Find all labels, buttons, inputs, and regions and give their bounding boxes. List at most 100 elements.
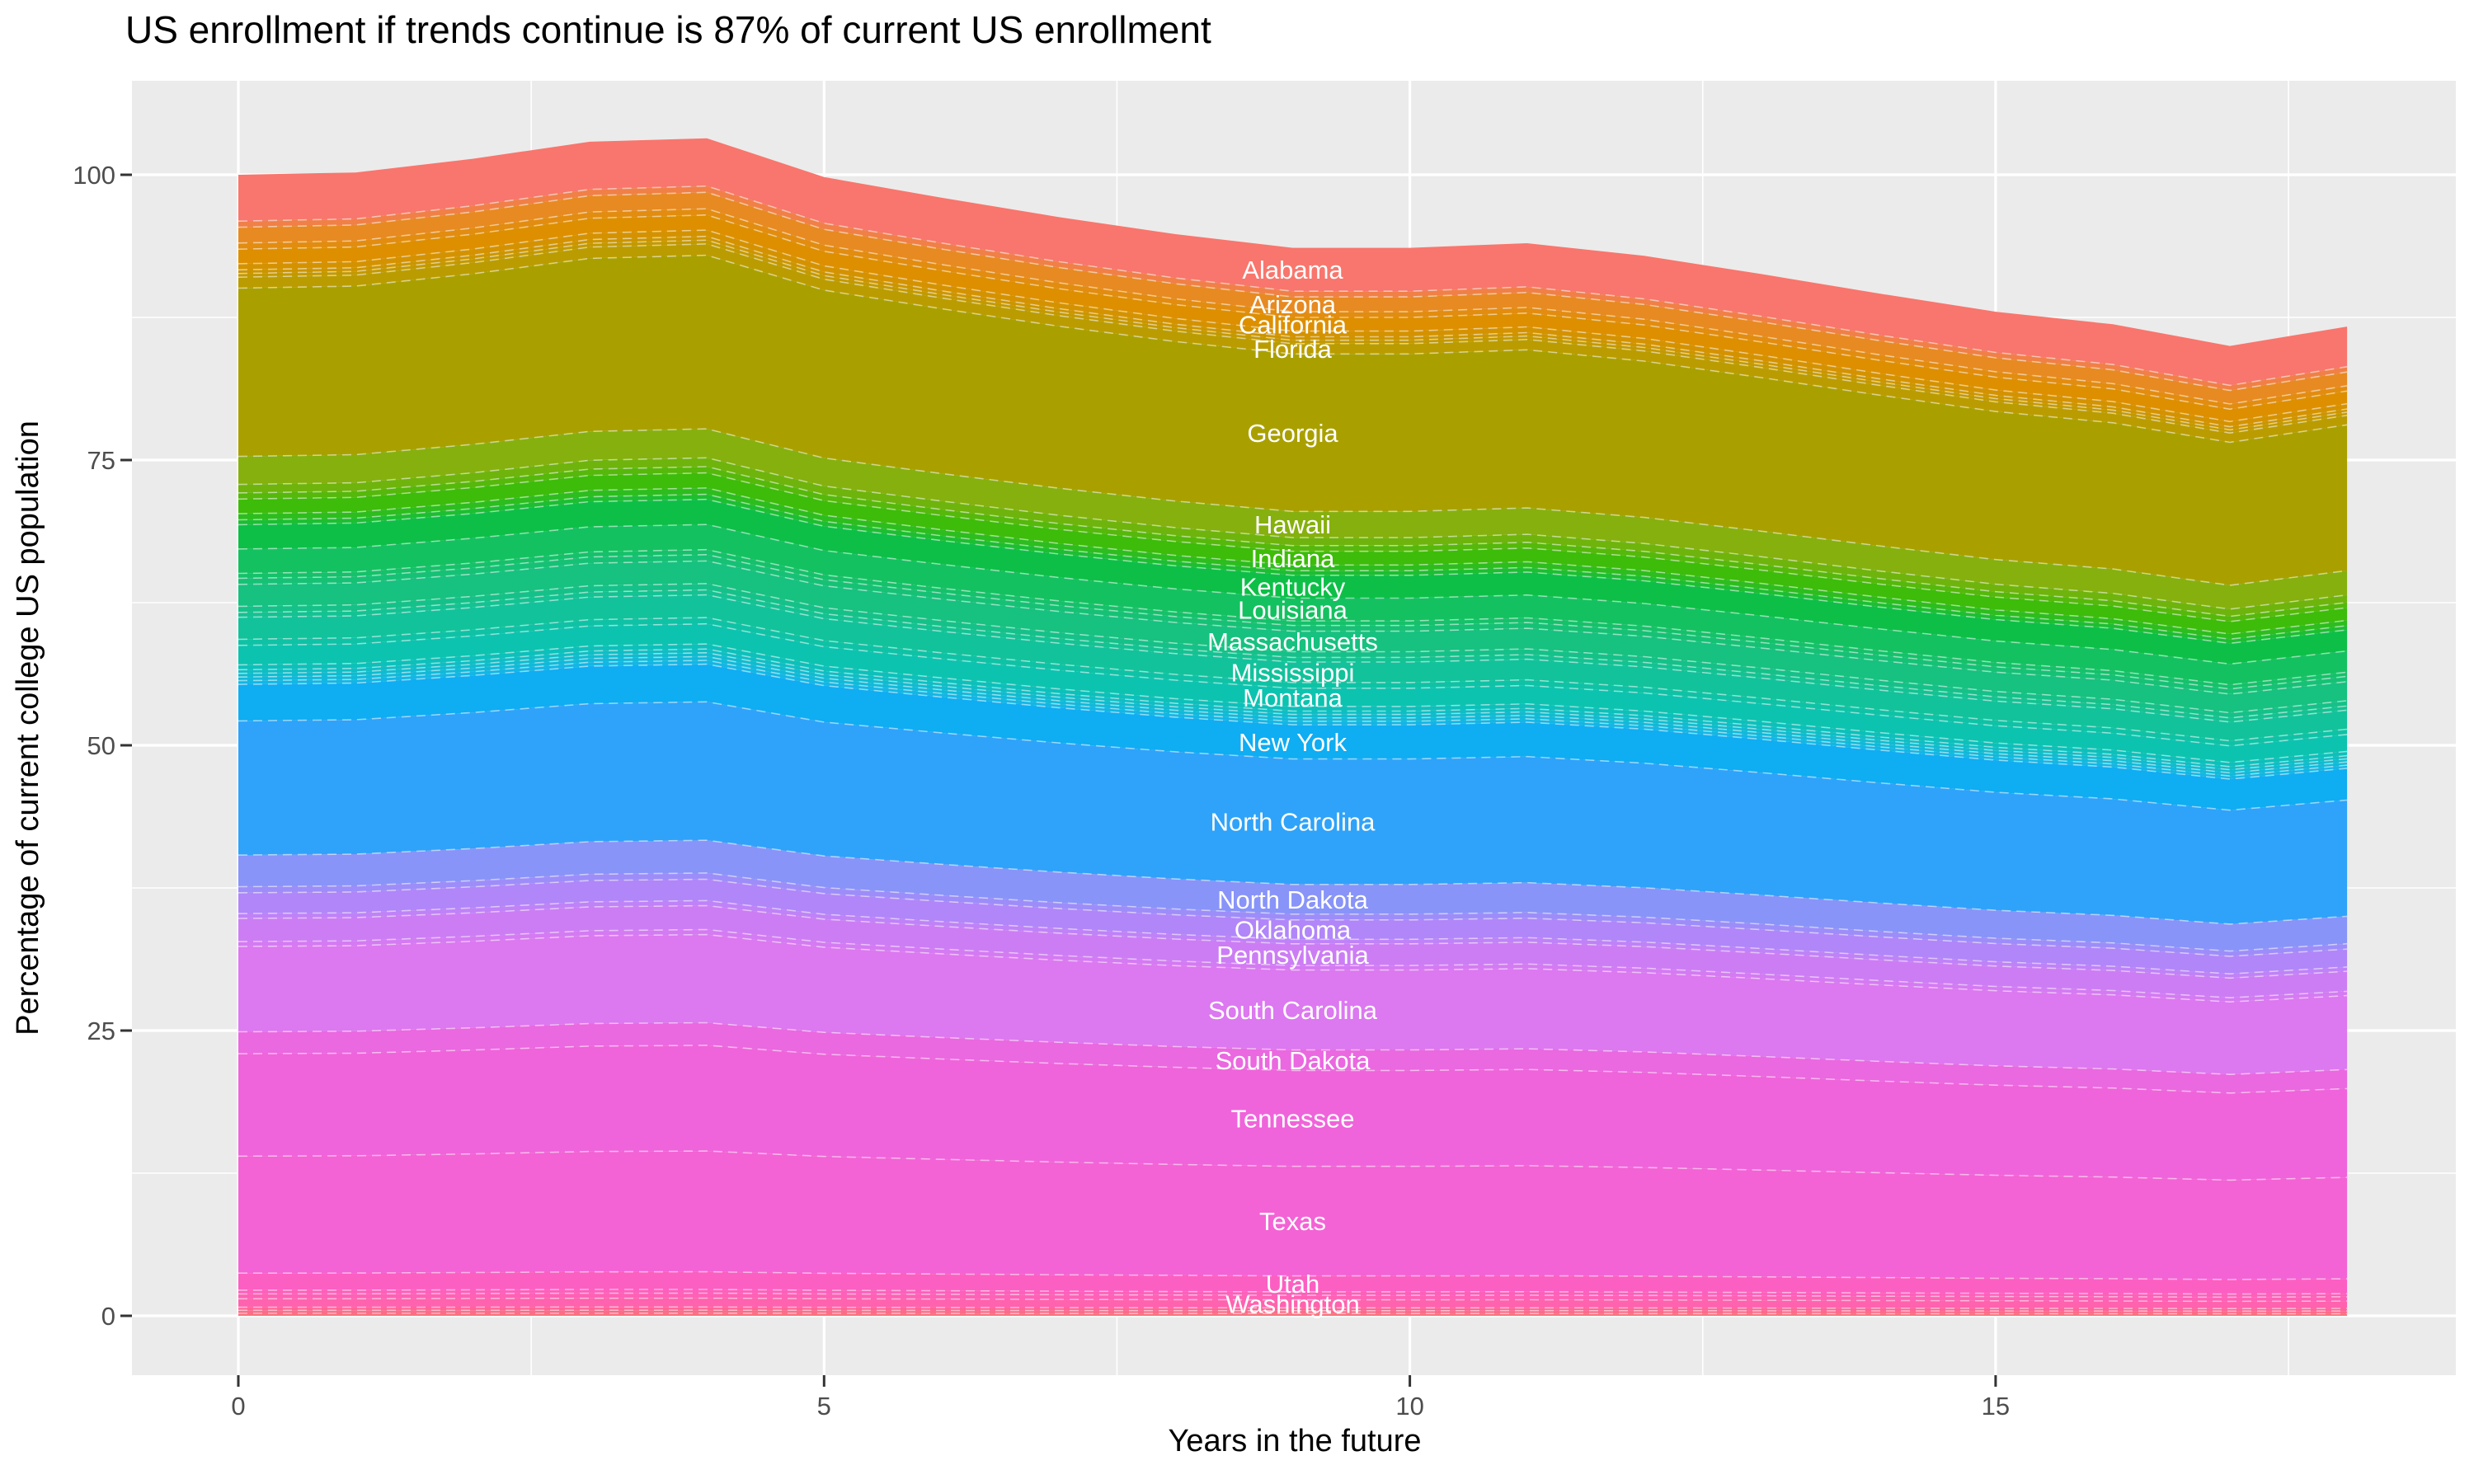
- band-boundary: [238, 1150, 2348, 1181]
- band-boundary: [238, 214, 2348, 411]
- state-label-south-carolina: South Carolina: [1208, 996, 1378, 1025]
- x-tick-label: 5: [817, 1392, 831, 1421]
- band-boundary: [238, 878, 2348, 957]
- band-boundary: [238, 1021, 2348, 1076]
- area-band-maine: [238, 549, 2348, 689]
- area-band-new-hampshire: [238, 652, 2348, 773]
- area-band-south-carolina: [238, 934, 2348, 1075]
- axis-ticks: [120, 173, 1997, 1387]
- area-band-nebraska: [238, 644, 2348, 767]
- band-boundary: [238, 235, 2348, 428]
- band-boundary: [238, 548, 2348, 686]
- band-boundary: [238, 1297, 2348, 1303]
- area-band-massachusetts: [238, 561, 2348, 713]
- x-tick-label: 10: [1395, 1392, 1423, 1421]
- area-band-iowa: [238, 487, 2348, 640]
- state-label-california: California: [1239, 310, 1348, 339]
- area-band-texas: [238, 1151, 2348, 1280]
- area-band-hawaii: [238, 429, 2348, 609]
- area-band-kansas: [238, 494, 2348, 644]
- chart-title: US enrollment if trends continue is 87% …: [125, 8, 1211, 51]
- area-band-california: [238, 214, 2348, 422]
- area-band-illinois: [238, 467, 2348, 622]
- band-boundary: [238, 243, 2348, 434]
- band-boundary: [238, 493, 2348, 641]
- state-label-new-york: New York: [1239, 728, 1347, 757]
- area-band-vermont: [238, 1289, 2348, 1298]
- band-boundary: [238, 498, 2348, 645]
- band-boundary: [238, 1289, 2348, 1295]
- band-boundary: [238, 663, 2348, 780]
- area-band-colorado: [238, 230, 2348, 427]
- band-boundary: [238, 622, 2348, 747]
- x-tick-label: 0: [231, 1392, 245, 1421]
- band-boundary: [238, 655, 2348, 774]
- band-boundary: [238, 1309, 2348, 1313]
- band-boundary: [238, 254, 2348, 444]
- band-boundary: [238, 594, 2348, 723]
- y-axis-title: Percentage of current college US populat…: [11, 420, 45, 1036]
- state-label-florida: Florida: [1253, 335, 1333, 364]
- area-band-georgia: [238, 255, 2348, 585]
- band-boundary: [238, 560, 2348, 695]
- band-boundary: [238, 1270, 2348, 1280]
- band-boundary: [238, 617, 2348, 742]
- area-band-maryland: [238, 554, 2348, 694]
- band-boundary: [238, 928, 2348, 999]
- band-boundary: [238, 1292, 2348, 1298]
- band-boundary: [238, 839, 2348, 925]
- area-band-idaho: [238, 458, 2348, 617]
- state-label-indiana: Indiana: [1251, 544, 1335, 573]
- band-boundary: [238, 191, 2348, 392]
- band-boundary: [238, 1313, 2348, 1315]
- state-label-tennessee: Tennessee: [1231, 1105, 1355, 1134]
- y-tick-label: 0: [101, 1302, 115, 1331]
- band-boundary: [238, 643, 2348, 763]
- area-band-new-jersey: [238, 656, 2348, 777]
- band-boundary: [238, 872, 2348, 952]
- band-boundary: [238, 660, 2348, 777]
- band-boundary: [238, 428, 2348, 586]
- band-boundary: [238, 208, 2348, 405]
- area-band-arkansas: [238, 209, 2348, 410]
- state-label-south-dakota: South Dakota: [1216, 1046, 1371, 1075]
- area-band-oklahoma: [238, 879, 2348, 974]
- y-tick-label: 75: [87, 446, 115, 475]
- band-boundary: [238, 904, 2348, 979]
- area-band-north-dakota: [238, 840, 2348, 951]
- area-band-indiana: [238, 472, 2348, 634]
- band-boundary: [238, 1306, 2348, 1309]
- state-label-washington: Washington: [1225, 1290, 1360, 1319]
- band-boundary: [238, 487, 2348, 635]
- band-boundary: [238, 524, 2348, 665]
- area-band-alabama: [238, 138, 2348, 386]
- state-label-montana: Montana: [1243, 683, 1343, 712]
- band-boundary: [238, 553, 2348, 690]
- band-boundary: [238, 899, 2348, 975]
- band-boundary: [238, 933, 2348, 1003]
- x-axis-title: Years in the future: [1168, 1424, 1421, 1458]
- area-band-virginia: [238, 1293, 2348, 1302]
- area-band-missouri: [238, 618, 2348, 746]
- x-tick-label: 15: [1982, 1392, 2010, 1421]
- axis-tick-labels: 0 5 10 15 0 25 50 75 100: [73, 161, 2010, 1421]
- band-boundary: [238, 1045, 2348, 1094]
- state-label-utah: Utah: [1266, 1270, 1319, 1298]
- band-boundary: [238, 239, 2348, 431]
- state-label-north-dakota: North Dakota: [1217, 885, 1368, 914]
- y-tick-label: 25: [87, 1017, 115, 1045]
- band-boundary: [238, 466, 2348, 618]
- state-label-massachusetts: Massachusetts: [1207, 627, 1378, 656]
- area-band-florida: [238, 243, 2348, 443]
- state-label-texas: Texas: [1259, 1207, 1326, 1236]
- state-label-kentucky: Kentucky: [1240, 573, 1346, 602]
- band-boundary: [238, 229, 2348, 423]
- area-band-south-dakota: [238, 1022, 2348, 1093]
- area-band-nevada: [238, 649, 2348, 770]
- area-band-minnesota: [238, 589, 2348, 722]
- state-label-arizona: Arizona: [1249, 290, 1337, 319]
- band-boundaries: [238, 185, 2348, 1315]
